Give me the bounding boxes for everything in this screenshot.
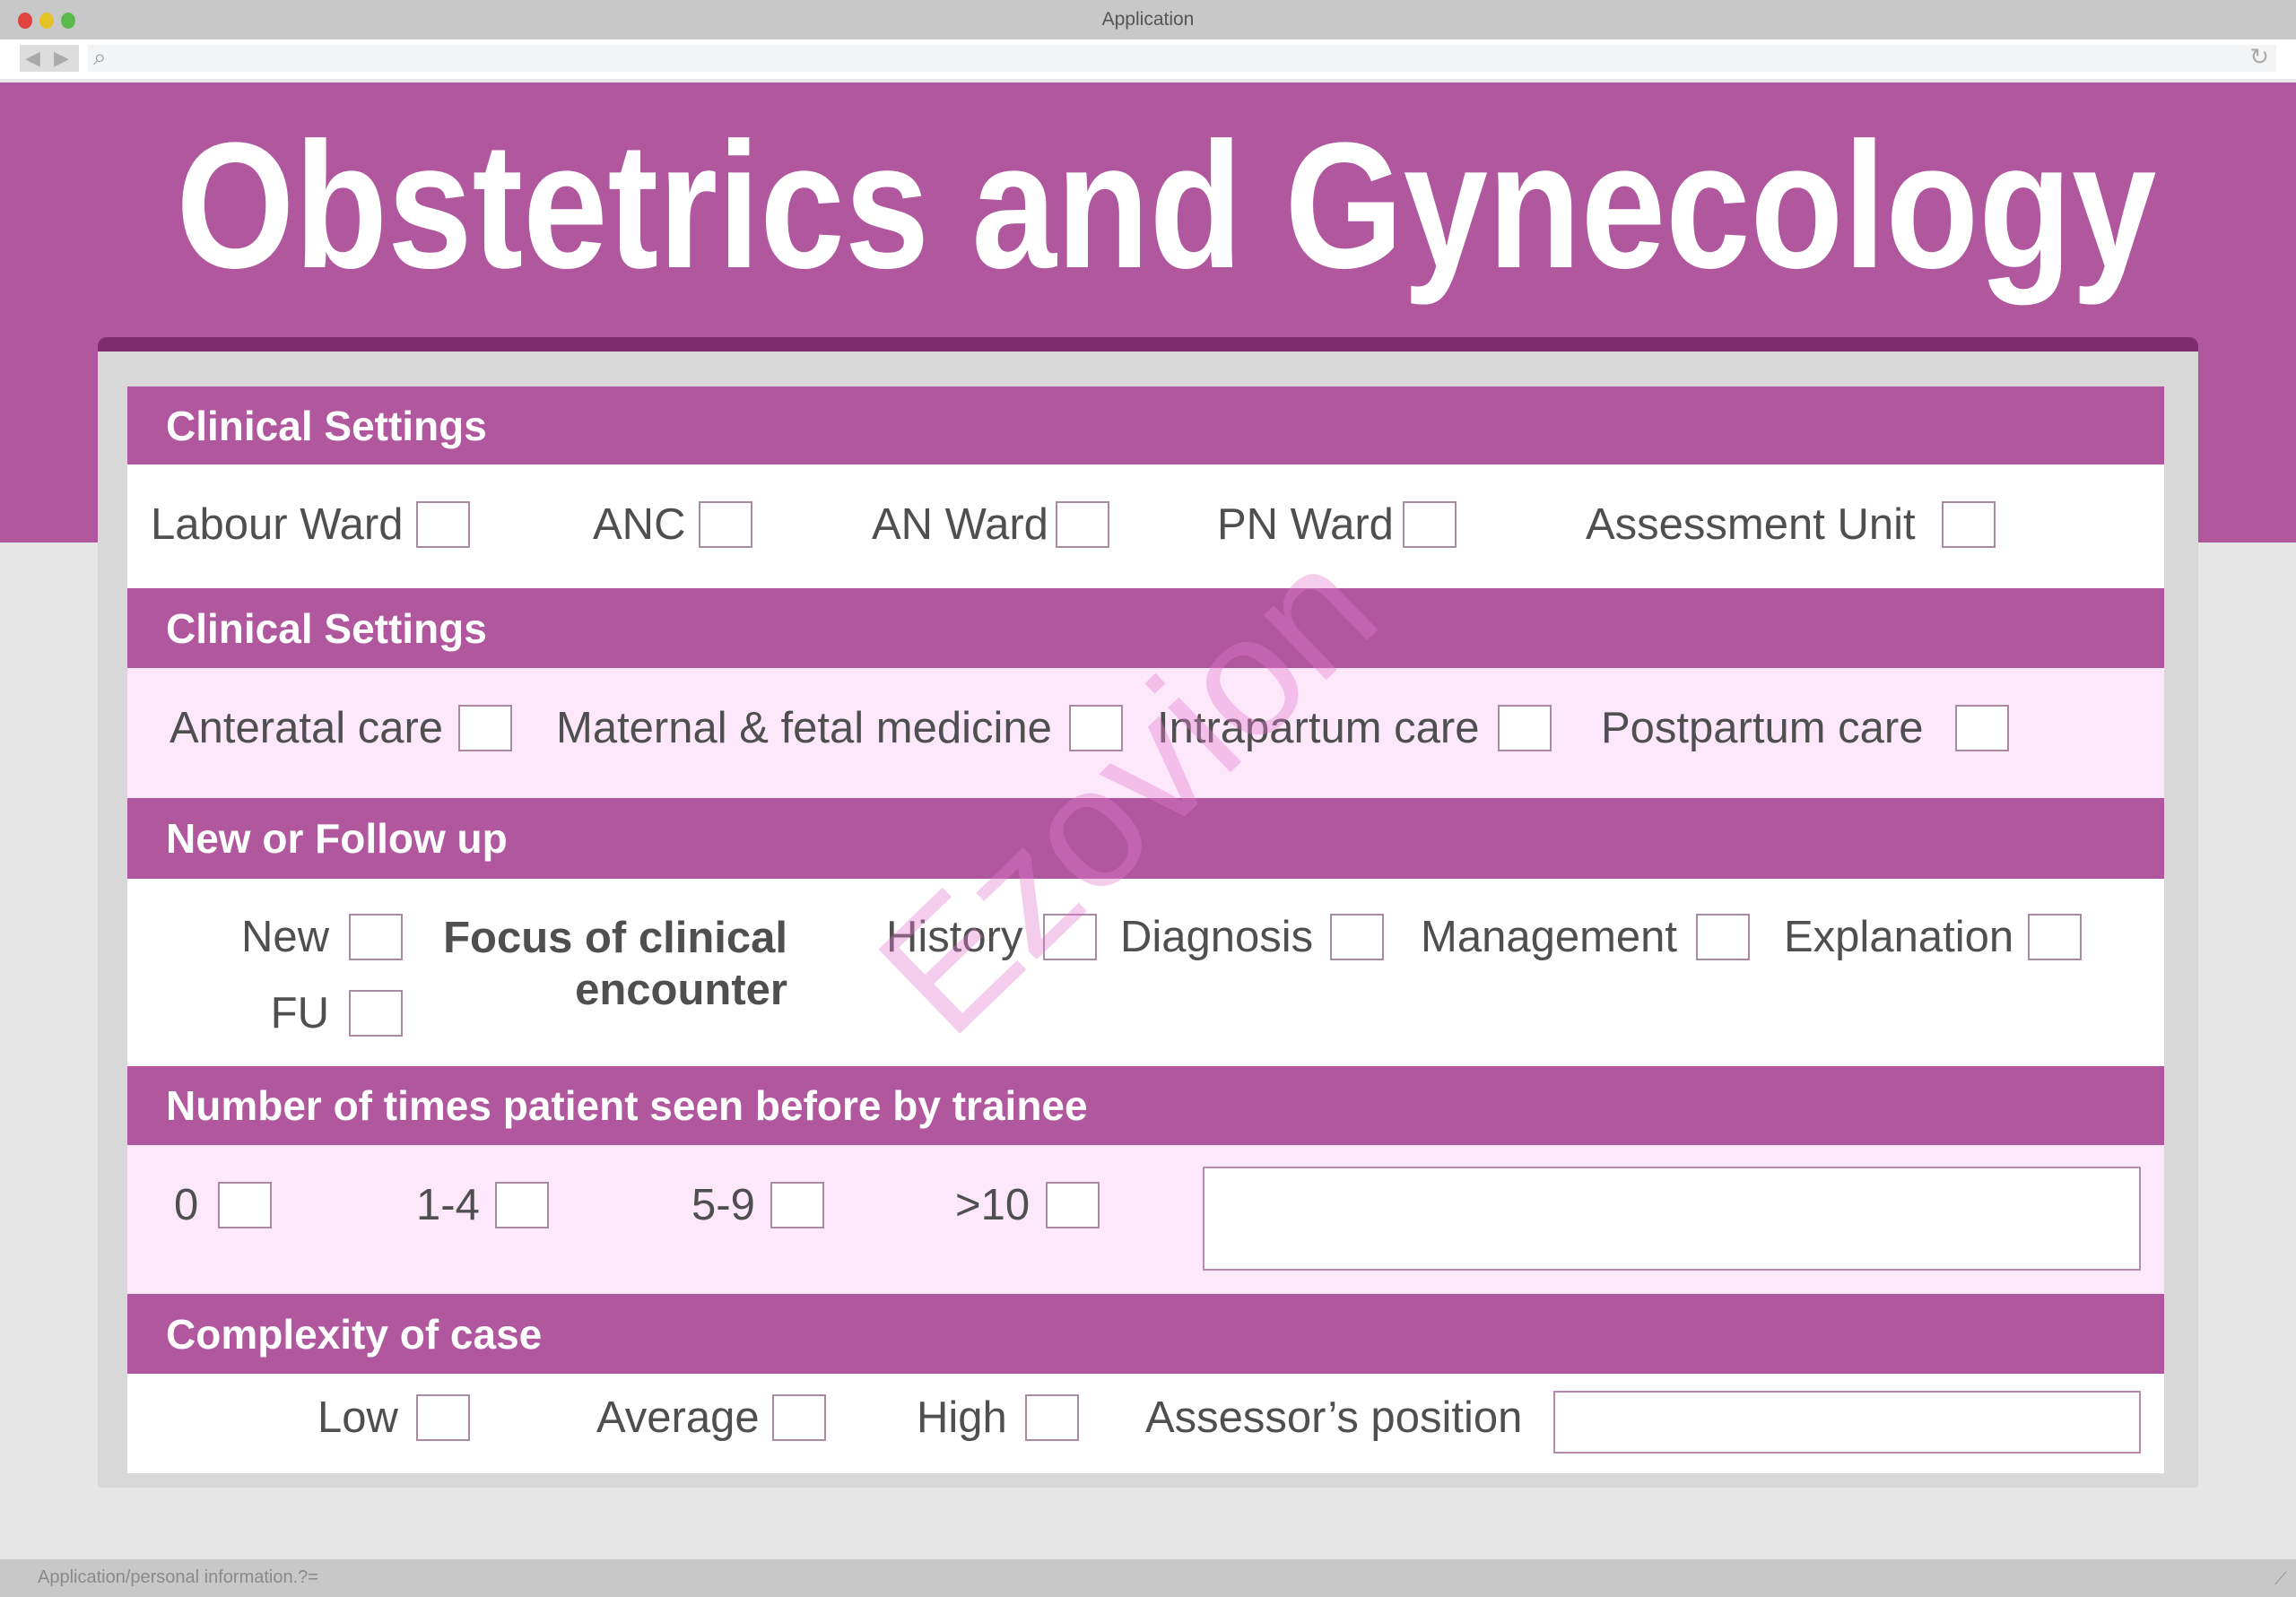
option-label: Explanation (1784, 913, 2014, 961)
focus-label-line-2: encounter (575, 966, 787, 1014)
notes-text-field[interactable] (1203, 1167, 2141, 1271)
option-label: Anteratal care (170, 704, 444, 752)
section-header-times-seen: Number of times patient seen before by t… (127, 1066, 2164, 1145)
option-label: AN Ward (872, 500, 1048, 549)
option-label: Management (1421, 913, 1678, 961)
high-complexity-checkbox[interactable] (1025, 1394, 1079, 1441)
new-checkbox[interactable] (349, 914, 403, 960)
over-ten-checkbox[interactable] (1046, 1182, 1100, 1228)
option-label: Diagnosis (1120, 913, 1314, 961)
option-label: New (240, 913, 329, 961)
option-label: >10 (955, 1181, 1031, 1229)
option-label: Low (317, 1393, 398, 1442)
an-ward-checkbox[interactable] (1056, 501, 1109, 548)
focus-label-line-1: Focus of clinical (443, 914, 787, 962)
fu-checkbox[interactable] (349, 990, 403, 1037)
postpartum-care-checkbox[interactable] (1955, 705, 2009, 751)
address-bar[interactable]: ⌕ ↻ (88, 43, 2276, 72)
assessor-position-field[interactable] (1553, 1391, 2141, 1454)
focus-of-encounter-label: Focus of clinical encounter (443, 912, 787, 1016)
close-window-button[interactable] (18, 13, 32, 29)
follow-up-row (127, 879, 2164, 1066)
one-to-four-checkbox[interactable] (495, 1182, 549, 1228)
page-title-text: Obstetrics and Gynecology (176, 106, 2157, 306)
antenatal-care-checkbox[interactable] (458, 705, 512, 751)
option-label: Average (596, 1393, 760, 1442)
option-label: 0 (174, 1181, 199, 1229)
low-complexity-checkbox[interactable] (416, 1394, 470, 1441)
intrapartum-care-checkbox[interactable] (1498, 705, 1552, 751)
labour-ward-checkbox[interactable] (416, 501, 470, 548)
nav-buttons: ◀ ▶ (20, 45, 79, 72)
back-arrow-icon[interactable]: ◀ (25, 47, 40, 69)
option-label: Assessment Unit (1586, 500, 1916, 549)
five-to-nine-checkbox[interactable] (770, 1182, 824, 1228)
diagnosis-checkbox[interactable] (1330, 914, 1384, 960)
maximize-window-button[interactable] (61, 13, 75, 29)
section-header-clinical-settings-2: Clinical Settings (127, 588, 2164, 668)
section-header-complexity: Complexity of case (127, 1294, 2164, 1374)
status-url-text: Application/personal information.?= (38, 1567, 318, 1587)
reload-icon[interactable]: ↻ (2249, 43, 2269, 70)
option-label: Maternal & fetal medicine (556, 704, 1052, 752)
page-title: Obstetrics and Gynecology (0, 108, 2296, 305)
assessment-unit-checkbox[interactable] (1942, 501, 1996, 548)
forward-arrow-icon[interactable]: ▶ (54, 47, 69, 69)
option-label: Labour Ward (151, 500, 404, 549)
option-label: History (886, 913, 1023, 961)
assessor-position-label: Assessor’s position (1145, 1393, 1523, 1442)
option-label: 5-9 (691, 1181, 755, 1229)
option-label: 1-4 (416, 1181, 480, 1229)
zero-times-checkbox[interactable] (218, 1182, 272, 1228)
window-titlebar (0, 0, 2296, 39)
option-label: Intrapartum care (1157, 704, 1480, 752)
option-label: High (917, 1393, 1007, 1442)
option-label: ANC (593, 500, 686, 549)
window-title: Application (1101, 9, 1195, 30)
option-label: FU (270, 989, 329, 1037)
option-label: Postpartum care (1601, 704, 1924, 752)
resize-grip-icon[interactable]: ⟋ (2274, 1569, 2287, 1589)
option-label: PN Ward (1217, 500, 1394, 549)
history-checkbox[interactable] (1043, 914, 1097, 960)
maternal-fetal-medicine-checkbox[interactable] (1069, 705, 1123, 751)
management-checkbox[interactable] (1696, 914, 1750, 960)
status-bar (0, 1559, 2296, 1597)
anc-checkbox[interactable] (699, 501, 752, 548)
average-complexity-checkbox[interactable] (772, 1394, 826, 1441)
explanation-checkbox[interactable] (2028, 914, 2082, 960)
section-header-clinical-settings: Clinical Settings (127, 386, 2164, 464)
search-icon: ⌕ (93, 43, 107, 70)
section-header-new-or-follow-up: New or Follow up (127, 798, 2164, 879)
minimize-window-button[interactable] (39, 13, 54, 29)
pn-ward-checkbox[interactable] (1403, 501, 1457, 548)
